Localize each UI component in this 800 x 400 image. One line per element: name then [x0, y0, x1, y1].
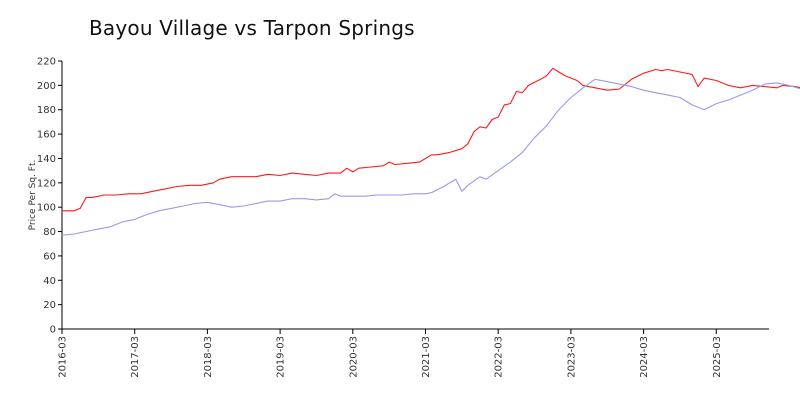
y-tick-label: 80 — [43, 227, 56, 238]
y-tick-label: 120 — [37, 178, 56, 189]
series-line-1 — [62, 67, 800, 212]
chart-series-layer — [61, 67, 800, 236]
y-tick-label: 100 — [37, 203, 56, 214]
chart-title: Bayou Village vs Tarpon Springs — [89, 16, 415, 40]
y-tick-label: 200 — [37, 81, 56, 92]
x-tick-label: 2023-03 — [566, 336, 577, 378]
x-tick-label: 2017-03 — [130, 336, 141, 378]
y-tick-label: 0 — [50, 325, 56, 336]
x-tick-label: 2019-03 — [276, 336, 287, 378]
x-tick-label: 2024-03 — [639, 336, 650, 378]
y-tick-label: 40 — [43, 276, 56, 287]
x-tick-label: 2016-03 — [58, 336, 69, 378]
y-tick-label: 60 — [43, 251, 56, 262]
y-axis-title: Price Per Sq. Ft. — [28, 160, 38, 231]
y-tick-label: 180 — [37, 105, 56, 116]
x-tick-label: 2025-03 — [712, 336, 723, 378]
y-tick-label: 140 — [37, 154, 56, 165]
y-tick-label: 20 — [43, 300, 56, 311]
x-tick-label: 2020-03 — [348, 336, 359, 378]
x-tick-label: 2018-03 — [203, 336, 214, 378]
x-tick-label: 2021-03 — [421, 336, 432, 378]
series-line-2 — [61, 78, 800, 236]
y-tick-label: 160 — [37, 130, 56, 141]
x-tick-label: 2022-03 — [494, 336, 505, 378]
chart-axes: 0 20 40 60 80 100 120 140 160 180 200 220 2016-03 201… — [37, 57, 769, 378]
y-tick-label: 220 — [37, 57, 56, 68]
